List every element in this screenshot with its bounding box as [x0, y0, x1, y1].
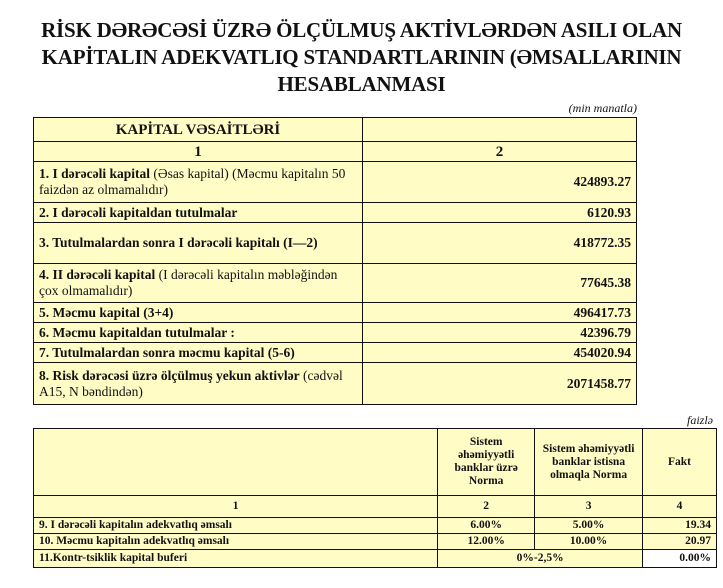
table-row: 4. II dərəcəli kapital (I dərəcəli kapit… — [33, 263, 637, 303]
row-value: 418772.35 — [362, 222, 637, 264]
column-number-row: 1 2 3 4 — [32, 495, 717, 518]
norm-merged-value: 0%-2,5% — [437, 549, 644, 568]
table-row: 2. I dərəcəli kapitaldan tutulmalar 6120… — [33, 202, 637, 223]
row-label: 9. I dərəcəli kapitalın adekvatlıq əmsal… — [32, 517, 439, 534]
row-label-bold: 5. Məcmu kapital (3+4) — [39, 304, 174, 320]
header-empty — [362, 117, 637, 142]
row-label-bold: 2. I dərəcəli kapitaldan tutulmalar — [39, 204, 238, 220]
fact-value: 0.00% — [642, 549, 717, 568]
header-norm-other: Sistem əhəmiyyətli banklar istisna olmaq… — [534, 428, 644, 496]
row-label: 10. Məcmu kapitalın adekvatlıq əmsalı — [32, 533, 439, 550]
row-label: 11.Kontr-tsiklik kapital buferi — [32, 549, 439, 568]
table-row: 8. Risk dərəcəsi üzrə ölçülmuş yekun akt… — [33, 362, 637, 405]
row-label-note: (cədvəl A15, N bəndindən) — [39, 367, 343, 399]
row-value: 454020.94 — [362, 342, 637, 363]
norm-systemic-value: 12.00% — [437, 533, 536, 550]
header-norm-systemic: Sistem əhəmiyyətli banklar üzrə Norma — [437, 428, 536, 496]
adequacy-ratio-table: Sistem əhəmiyyətli banklar üzrə Norma Si… — [32, 428, 717, 568]
column-number-row: 1 2 — [33, 141, 637, 162]
row-value: 496417.73 — [362, 302, 637, 323]
row-label: 1. I dərəcəli kapital (Əsas kapital) (Mə… — [33, 161, 363, 203]
row-label: 3. Tutulmalardan sonra I dərəcəli kapita… — [33, 222, 363, 264]
row-label: 7. Tutulmalardan sonra məcmu kapital (5-… — [33, 342, 363, 363]
table-row: 1. I dərəcəli kapital (Əsas kapital) (Mə… — [33, 161, 637, 203]
row-label: 4. II dərəcəli kapital (I dərəcəli kapit… — [33, 263, 363, 303]
unit-label-percent: faizlə — [687, 413, 713, 427]
table-row: 7. Tutulmalardan sonra məcmu kapital (5-… — [33, 342, 637, 363]
page-title: RİSK DƏRƏCƏSİ ÜZRƏ ÖLÇÜLMUŞ AKTİVLƏRDƏN … — [0, 17, 723, 98]
col-number: 2 — [362, 141, 637, 162]
capital-table: KAPİTAL VƏSAİTLƏRİ 1 2 1. I dərəcəli kap… — [33, 117, 637, 405]
row-value: 6120.93 — [362, 202, 637, 223]
norm-other-value: 5.00% — [534, 517, 644, 534]
title-line-3: HESABLANMASI — [277, 72, 446, 96]
norm-systemic-value: 6.00% — [437, 517, 536, 534]
row-label: 5. Məcmu kapital (3+4) — [33, 302, 363, 323]
row-value: 2071458.77 — [362, 362, 637, 405]
col-number: 3 — [534, 495, 644, 518]
table-row: 10. Məcmu kapitalın adekvatlıq əmsalı 12… — [32, 533, 717, 550]
row-label-bold: 3. Tutulmalardan sonra I dərəcəli kapita… — [39, 235, 318, 250]
header-fact: Fakt — [642, 428, 717, 496]
col-number: 1 — [32, 495, 439, 518]
row-value: 42396.79 — [362, 322, 637, 343]
title-line-1: RİSK DƏRƏCƏSİ ÜZRƏ ÖLÇÜLMUŞ AKTİVLƏRDƏN … — [41, 18, 682, 42]
header-capital-funds: KAPİTAL VƏSAİTLƏRİ — [33, 117, 363, 142]
row-label: 6. Məcmu kapitaldan tutulmalar : — [33, 322, 363, 343]
unit-label-thousand-manat: (min manatla) — [568, 101, 637, 115]
row-label-note: (I dərəcəli kapitalın məbləğindən çox ol… — [39, 267, 338, 298]
row-label-bold: 4. II dərəcəli kapital — [39, 267, 156, 282]
row-label: 2. I dərəcəli kapitaldan tutulmalar — [33, 202, 363, 223]
table-header-row: KAPİTAL VƏSAİTLƏRİ — [33, 117, 637, 142]
row-label-bold: 8. Risk dərəcəsi üzrə ölçülmuş yekun akt… — [39, 367, 300, 383]
table-row: 6. Məcmu kapitaldan tutulmalar : 42396.7… — [33, 322, 637, 343]
row-label-bold: 6. Məcmu kapitaldan tutulmalar : — [39, 324, 235, 340]
row-value: 424893.27 — [362, 161, 637, 203]
header-empty — [32, 428, 439, 496]
col-number: 4 — [642, 495, 717, 518]
col-number: 1 — [33, 141, 363, 162]
title-line-2: KAPİTALIN ADEKVATLIQ STANDARTLARININ (ƏM… — [41, 45, 682, 69]
table-row: 3. Tutulmalardan sonra I dərəcəli kapita… — [33, 222, 637, 264]
table-row: 5. Məcmu kapital (3+4) 496417.73 — [33, 302, 637, 323]
row-label-bold: 1. I dərəcəli kapital — [39, 166, 150, 181]
table-row: 11.Kontr-tsiklik kapital buferi 0%-2,5% … — [32, 549, 717, 568]
col-number: 2 — [437, 495, 536, 518]
row-label-note: (Əsas kapital) (Məcmu kapitalın 50 faizd… — [39, 166, 346, 197]
row-label: 8. Risk dərəcəsi üzrə ölçülmuş yekun akt… — [33, 362, 363, 405]
table-row: 9. I dərəcəli kapitalın adekvatlıq əmsal… — [32, 517, 717, 534]
norm-other-value: 10.00% — [534, 533, 644, 550]
row-label-bold: 7. Tutulmalardan sonra məcmu kapital (5-… — [39, 344, 295, 360]
row-value: 77645.38 — [362, 263, 637, 303]
table-header-row: Sistem əhəmiyyətli banklar üzrə Norma Si… — [32, 428, 717, 496]
fact-value: 20.97 — [642, 533, 717, 550]
fact-value: 19.34 — [642, 517, 717, 534]
